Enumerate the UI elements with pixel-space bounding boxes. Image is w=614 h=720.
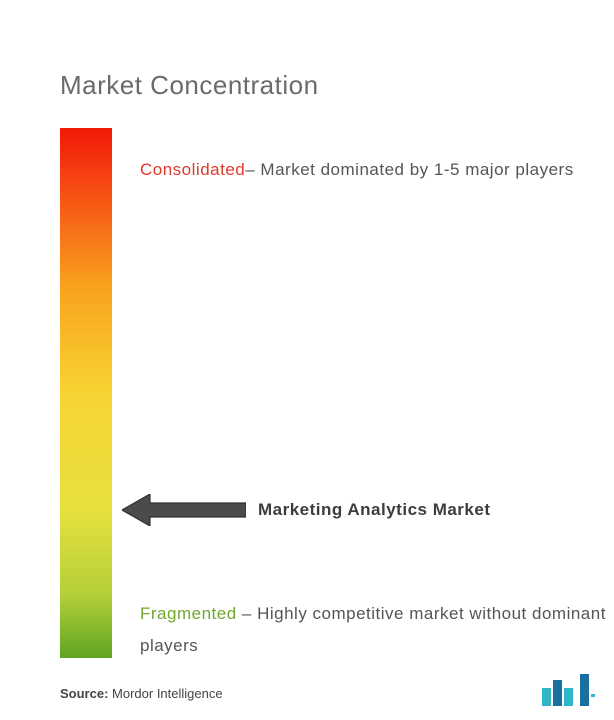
logo-bar-4 bbox=[580, 674, 589, 706]
concentration-gradient-bar bbox=[60, 128, 112, 658]
logo-bar-2 bbox=[553, 680, 562, 706]
source-label: Source: bbox=[60, 686, 108, 701]
arrow-left-icon bbox=[122, 494, 246, 526]
page-title: Market Concentration bbox=[60, 70, 319, 101]
fragmented-description: Fragmented – Highly competitive market w… bbox=[140, 598, 606, 663]
fragmented-keyword: Fragmented bbox=[140, 604, 237, 623]
logo-bar-3 bbox=[564, 688, 573, 706]
source-attribution: Source: Mordor Intelligence bbox=[60, 686, 223, 701]
consolidated-text: – Market dominated by 1-5 major players bbox=[245, 160, 573, 179]
consolidated-keyword: Consolidated bbox=[140, 160, 245, 179]
source-value: Mordor Intelligence bbox=[112, 686, 223, 701]
infographic-container: Market Concentration Consolidated– Marke… bbox=[0, 0, 614, 720]
mi-logo-icon bbox=[540, 668, 604, 708]
consolidated-description: Consolidated– Market dominated by 1-5 ma… bbox=[140, 154, 594, 186]
logo-dot bbox=[591, 694, 595, 697]
logo-bar-1 bbox=[542, 688, 551, 706]
market-label: Marketing Analytics Market bbox=[258, 500, 491, 520]
market-pointer: Marketing Analytics Market bbox=[122, 494, 491, 526]
